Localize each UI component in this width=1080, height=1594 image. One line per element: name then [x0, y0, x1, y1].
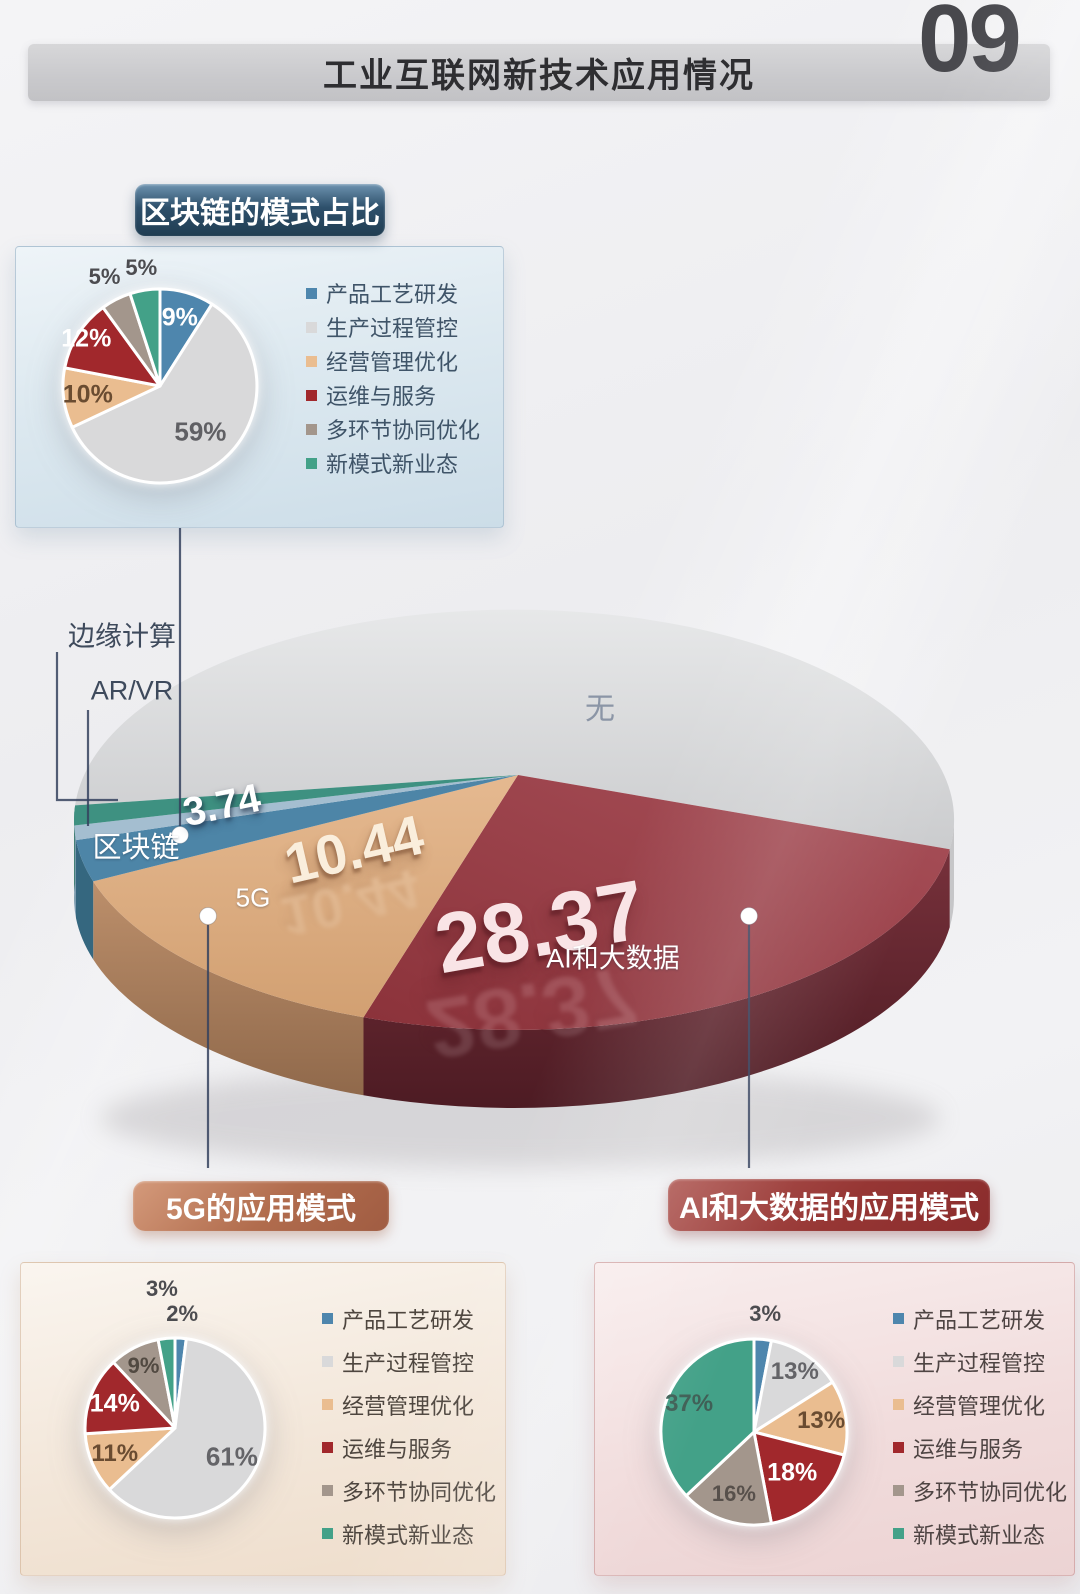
- main-pie-shadow: [100, 1068, 940, 1168]
- pie-slice: [752, 1430, 846, 1525]
- legend-color-chip: [322, 1485, 333, 1496]
- main-pie-side-face: [949, 820, 954, 928]
- legend-item: 产品工艺研发: [322, 1297, 496, 1340]
- legend-item: 新模式新业态: [322, 1512, 496, 1555]
- ai-pie-chart: [659, 1337, 849, 1527]
- callout-lines: [55, 528, 758, 1168]
- legend-color-chip: [893, 1399, 904, 1410]
- pie-slice: [752, 1339, 834, 1434]
- main-pie-top-face: [363, 775, 950, 1030]
- legend-label: 经营管理优化: [913, 1393, 1046, 1419]
- legend-label: 生产过程管控: [342, 1350, 475, 1376]
- main-pie-top-face: [75, 609, 955, 850]
- main-pie-side-face: [363, 849, 950, 1108]
- g5-legend: 产品工艺研发 生产过程管控 经营管理优化 运维与服务多环节协同优化 新模式新业态: [322, 1297, 496, 1555]
- callout-line-edge-computing: [55, 652, 118, 802]
- pie-slice: [659, 1337, 756, 1498]
- ai-legend: 产品工艺研发 生产过程管控 经营管理优化 运维与服务多环节协同优化 新模式新业态: [893, 1297, 1067, 1555]
- pie-slice: [70, 302, 259, 485]
- g5-pie-chart: [83, 1336, 267, 1520]
- legend-item: 多环节协同优化: [306, 412, 480, 446]
- g5-panel-title-badge: 5G的应用模式: [133, 1181, 389, 1231]
- callout-dot: [199, 907, 217, 925]
- page-number: 09: [918, 0, 1022, 92]
- legend-item: 经营管理优化: [306, 344, 480, 378]
- legend-label: 生产过程管控: [913, 1350, 1046, 1376]
- main-pie-top-face: [74, 775, 518, 826]
- pie-slice: [107, 1337, 267, 1520]
- legend-item: 运维与服务: [322, 1426, 496, 1469]
- legend-label: 生产过程管控: [326, 316, 459, 341]
- legend-color-chip: [306, 321, 317, 333]
- legend-item: 多环节协同优化: [893, 1469, 1067, 1512]
- legend-item: 经营管理优化: [322, 1383, 496, 1426]
- legend-label: 新模式新业态: [913, 1522, 1046, 1548]
- blockchain-panel-title: 区块链的模式占比: [140, 197, 380, 230]
- pie-slice: [128, 287, 162, 388]
- legend-color-chip: [322, 1356, 333, 1367]
- pie-slice: [83, 1360, 177, 1436]
- legend-color-chip: [322, 1442, 333, 1453]
- legend-item: 产品工艺研发: [893, 1297, 1067, 1340]
- main-3d-pie-tops: [74, 609, 955, 1030]
- legend-color-chip: [322, 1313, 333, 1324]
- main-pie-side-face: [76, 840, 94, 960]
- legend-item: 新模式新业态: [306, 446, 480, 480]
- main-pie-top-face: [74, 775, 518, 841]
- main-pie-side-face: [93, 881, 364, 1096]
- legend-label: 经营管理优化: [342, 1393, 475, 1419]
- legend-item: 新模式新业态: [893, 1512, 1067, 1555]
- legend-color-chip: [306, 457, 317, 469]
- ai-panel-title: AI和大数据的应用模式: [679, 1192, 979, 1225]
- legend-item: 生产过程管控: [306, 310, 480, 344]
- main-pie-top-face: [93, 775, 518, 1018]
- blockchain-legend: 产品工艺研发 生产过程管控 经营管理优化 运维与服务多环节协同优化 新模式新业态: [306, 276, 480, 480]
- legend-color-chip: [306, 287, 317, 299]
- callout-dot: [171, 826, 189, 844]
- legend-color-chip: [322, 1528, 333, 1539]
- pie-slice: [156, 1336, 177, 1430]
- legend-label: 产品工艺研发: [342, 1307, 475, 1333]
- pie-slice: [684, 1430, 773, 1527]
- legend-color-chip: [893, 1528, 904, 1539]
- legend-color-chip: [893, 1356, 904, 1367]
- legend-color-chip: [893, 1442, 904, 1453]
- legend-item: 多环节协同优化: [322, 1469, 496, 1512]
- blockchain-pie-chart: [61, 287, 259, 485]
- legend-color-chip: [322, 1399, 333, 1410]
- legend-label: 运维与服务: [342, 1436, 453, 1462]
- blockchain-panel-title-badge: 区块链的模式占比: [135, 184, 385, 236]
- legend-color-chip: [893, 1313, 904, 1324]
- legend-label: 新模式新业态: [342, 1522, 475, 1548]
- legend-item: 运维与服务: [306, 378, 480, 412]
- main-3d-pie-sides: [74, 805, 954, 1108]
- legend-item: 运维与服务: [893, 1426, 1067, 1469]
- g5-panel-title: 5G的应用模式: [165, 1193, 357, 1226]
- legend-label: 多环节协同优化: [913, 1479, 1068, 1505]
- legend-label: 多环节协同优化: [342, 1479, 497, 1505]
- legend-label: 运维与服务: [326, 384, 437, 409]
- callout-dot: [740, 907, 758, 925]
- legend-label: 运维与服务: [913, 1436, 1024, 1462]
- legend-item: 生产过程管控: [893, 1340, 1067, 1383]
- legend-color-chip: [306, 389, 317, 401]
- legend-color-chip: [306, 423, 317, 435]
- ai-panel-title-badge: AI和大数据的应用模式: [668, 1179, 990, 1231]
- legend-label: 产品工艺研发: [326, 282, 459, 307]
- legend-color-chip: [306, 355, 317, 367]
- legend-item: 经营管理优化: [893, 1383, 1067, 1426]
- page-title: 工业互联网新技术应用情况: [323, 57, 755, 95]
- legend-label: 经营管理优化: [326, 350, 459, 375]
- legend-color-chip: [893, 1485, 904, 1496]
- title-bar: 工业互联网新技术应用情况: [28, 44, 1050, 101]
- main-pie-top-face: [76, 775, 518, 882]
- legend-item: 产品工艺研发: [306, 276, 480, 310]
- legend-item: 生产过程管控: [322, 1340, 496, 1383]
- legend-label: 产品工艺研发: [913, 1307, 1046, 1333]
- legend-label: 多环节协同优化: [326, 418, 481, 443]
- legend-label: 新模式新业态: [326, 452, 459, 477]
